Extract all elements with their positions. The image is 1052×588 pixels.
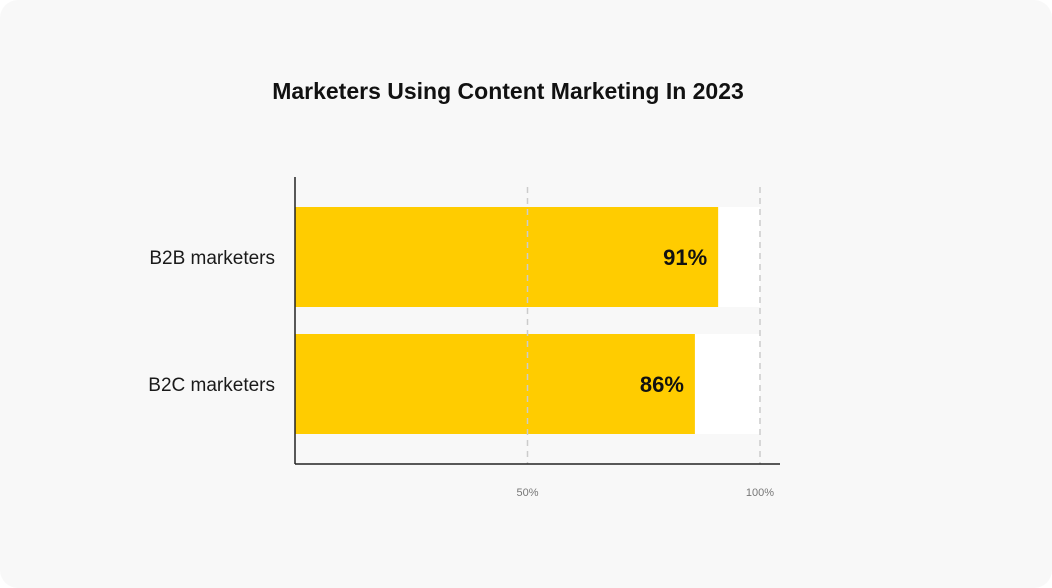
bar-2 bbox=[295, 334, 695, 434]
category-label-2: B2C marketers bbox=[148, 375, 275, 396]
category-label-1: B2B marketers bbox=[149, 248, 275, 269]
bar-1 bbox=[295, 207, 719, 307]
x-tick-label-2: 100% bbox=[746, 487, 774, 499]
data-label-1: 91% bbox=[663, 245, 707, 270]
data-label-2: 86% bbox=[640, 372, 684, 397]
x-tick-label-1: 50% bbox=[516, 487, 538, 499]
chart-title: Marketers Using Content Marketing In 202… bbox=[272, 78, 744, 104]
